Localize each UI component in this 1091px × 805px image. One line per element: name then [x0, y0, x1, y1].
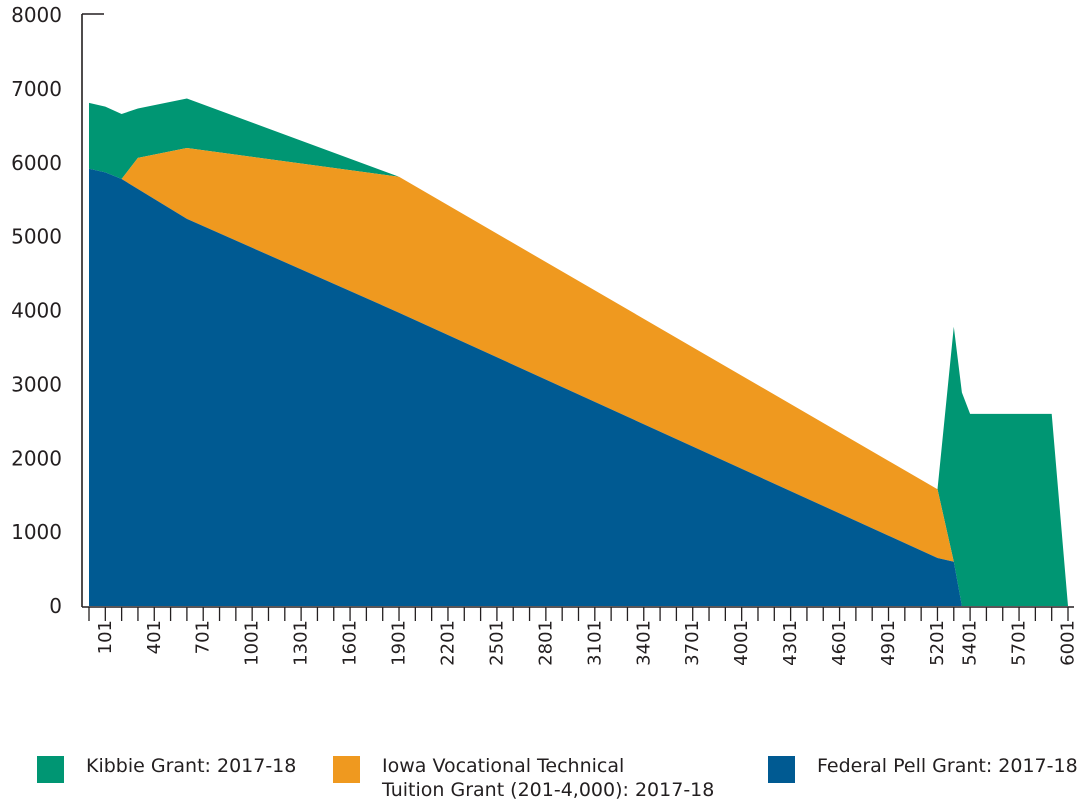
x-tick-label: 3701 [682, 620, 703, 666]
x-tick-label: 6001 [1058, 620, 1079, 666]
x-tick-label: 3101 [584, 620, 605, 666]
legend-label-kibbie-grant: Kibbie Grant: 2017-18 [86, 755, 297, 777]
legend-label-federal-pell-grant: Federal Pell Grant: 2017-18 [817, 755, 1078, 777]
legend-label-iowa-vocational-technical-tuition-grant: Iowa Vocational Technical Tuition Grant … [382, 755, 715, 801]
x-tick-label: 401 [144, 620, 165, 654]
x-tick-label: 1601 [340, 620, 361, 666]
legend-item-kibbie-grant: Kibbie Grant: 2017-18 [37, 754, 296, 783]
x-tick-label: 701 [193, 620, 214, 654]
x-tick-label: 5201 [927, 620, 948, 666]
legend-swatch-kibbie-grant [37, 756, 64, 783]
x-tick-label: 5401 [960, 620, 981, 666]
y-axis-ticks: 0 1000 2000 3000 4000 5000 6000 7000 8000 [11, 3, 62, 618]
x-tick-label: 3401 [633, 620, 654, 666]
area-federal-pell-grant [89, 168, 1068, 606]
y-tick-label: 4000 [11, 299, 62, 323]
y-tick-label: 6000 [11, 151, 62, 175]
x-tick-label: 2801 [535, 620, 556, 666]
legend-swatch-iowa-vocational-technical-tuition-grant [333, 756, 360, 783]
y-tick-label: 0 [49, 594, 62, 618]
x-tick-label: 4301 [780, 620, 801, 666]
x-tick-label: 4001 [731, 620, 752, 666]
y-tick-label: 3000 [11, 372, 62, 396]
legend-item-federal-pell-grant: Federal Pell Grant: 2017-18 [768, 754, 1078, 783]
x-tick-label: 4601 [829, 620, 850, 666]
y-tick-label: 2000 [11, 446, 62, 470]
area-iowa-vocational-technical-tuition-grant [89, 148, 1068, 606]
x-tick-label: 5701 [1009, 620, 1030, 666]
x-tick-label: 2201 [437, 620, 458, 666]
x-tick-label: 1301 [291, 620, 312, 666]
x-tick-label: 4901 [878, 620, 899, 666]
x-axis-ticks: 101 401 701 1001 1301 1601 1901 2201 2501 2801 310… [88, 607, 1079, 666]
y-tick-label: 7000 [11, 77, 62, 101]
area-kibbie-grant [89, 98, 1068, 606]
legend-item-iowa-vocational-technical-tuition-grant: Iowa Vocational Technical Tuition Grant … [333, 754, 714, 802]
legend: Kibbie Grant: 2017-18 Iowa Vocational Te… [0, 754, 1091, 804]
x-tick-label: 1001 [242, 620, 263, 666]
x-tick-label: 1901 [389, 620, 410, 666]
axes: 0 1000 2000 3000 4000 5000 6000 7000 8000 101 401… [11, 3, 1078, 666]
stacked-area-chart: 0 1000 2000 3000 4000 5000 6000 7000 8000 101 401… [11, 3, 1078, 666]
x-tick-label: 2501 [486, 620, 507, 666]
area-layers [89, 98, 1068, 606]
y-tick-label: 8000 [11, 3, 62, 27]
legend-swatch-federal-pell-grant [768, 756, 795, 783]
y-tick-label: 1000 [11, 520, 62, 544]
y-tick-label: 5000 [11, 225, 62, 249]
x-tick-label: 101 [95, 620, 116, 654]
